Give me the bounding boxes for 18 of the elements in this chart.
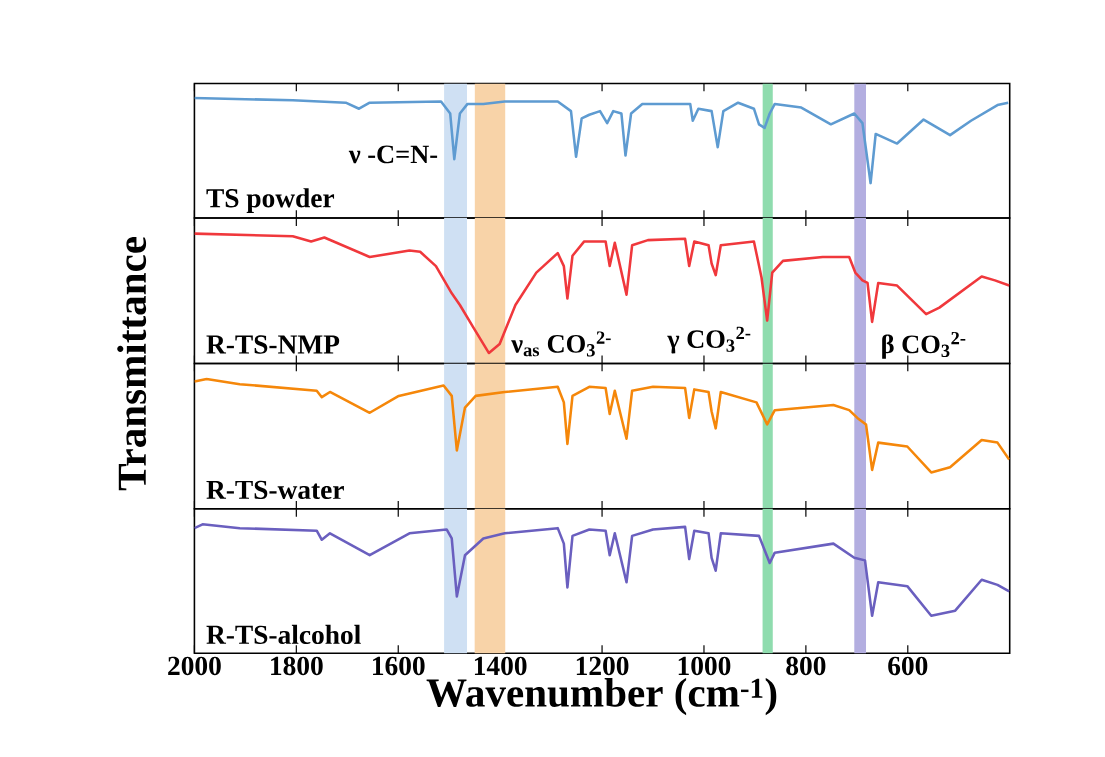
annotation: ν$_{as}$ CO$_{3}$2- [511,331,611,357]
x-tick-label: 1800 [271,656,323,675]
text: R-TS-NMP [206,335,340,354]
text: TS powder [206,187,335,213]
x-tick-label: 1000 [678,656,731,675]
y-axis-title: Transmittance [117,236,147,491]
text: R-TS-alcohol [206,624,361,644]
x-tick-label: 600 [888,656,928,675]
x-axis-title: Wavenumber (cm$^{-1}$) [426,677,777,716]
x-tick-label: 1400 [474,656,527,675]
annotation: β CO$_{3}$2- [882,331,966,359]
x-tick-label: 2000 [168,656,221,675]
x-tick-label: 800 [786,656,826,675]
x-tick-label: 1600 [373,656,425,675]
text: R-TS-water [206,480,344,499]
x-tick-label: 1200 [576,656,629,675]
annotation: γ CO$_{3}$2- [667,326,751,354]
annotation: ν -C=N- [348,145,438,164]
